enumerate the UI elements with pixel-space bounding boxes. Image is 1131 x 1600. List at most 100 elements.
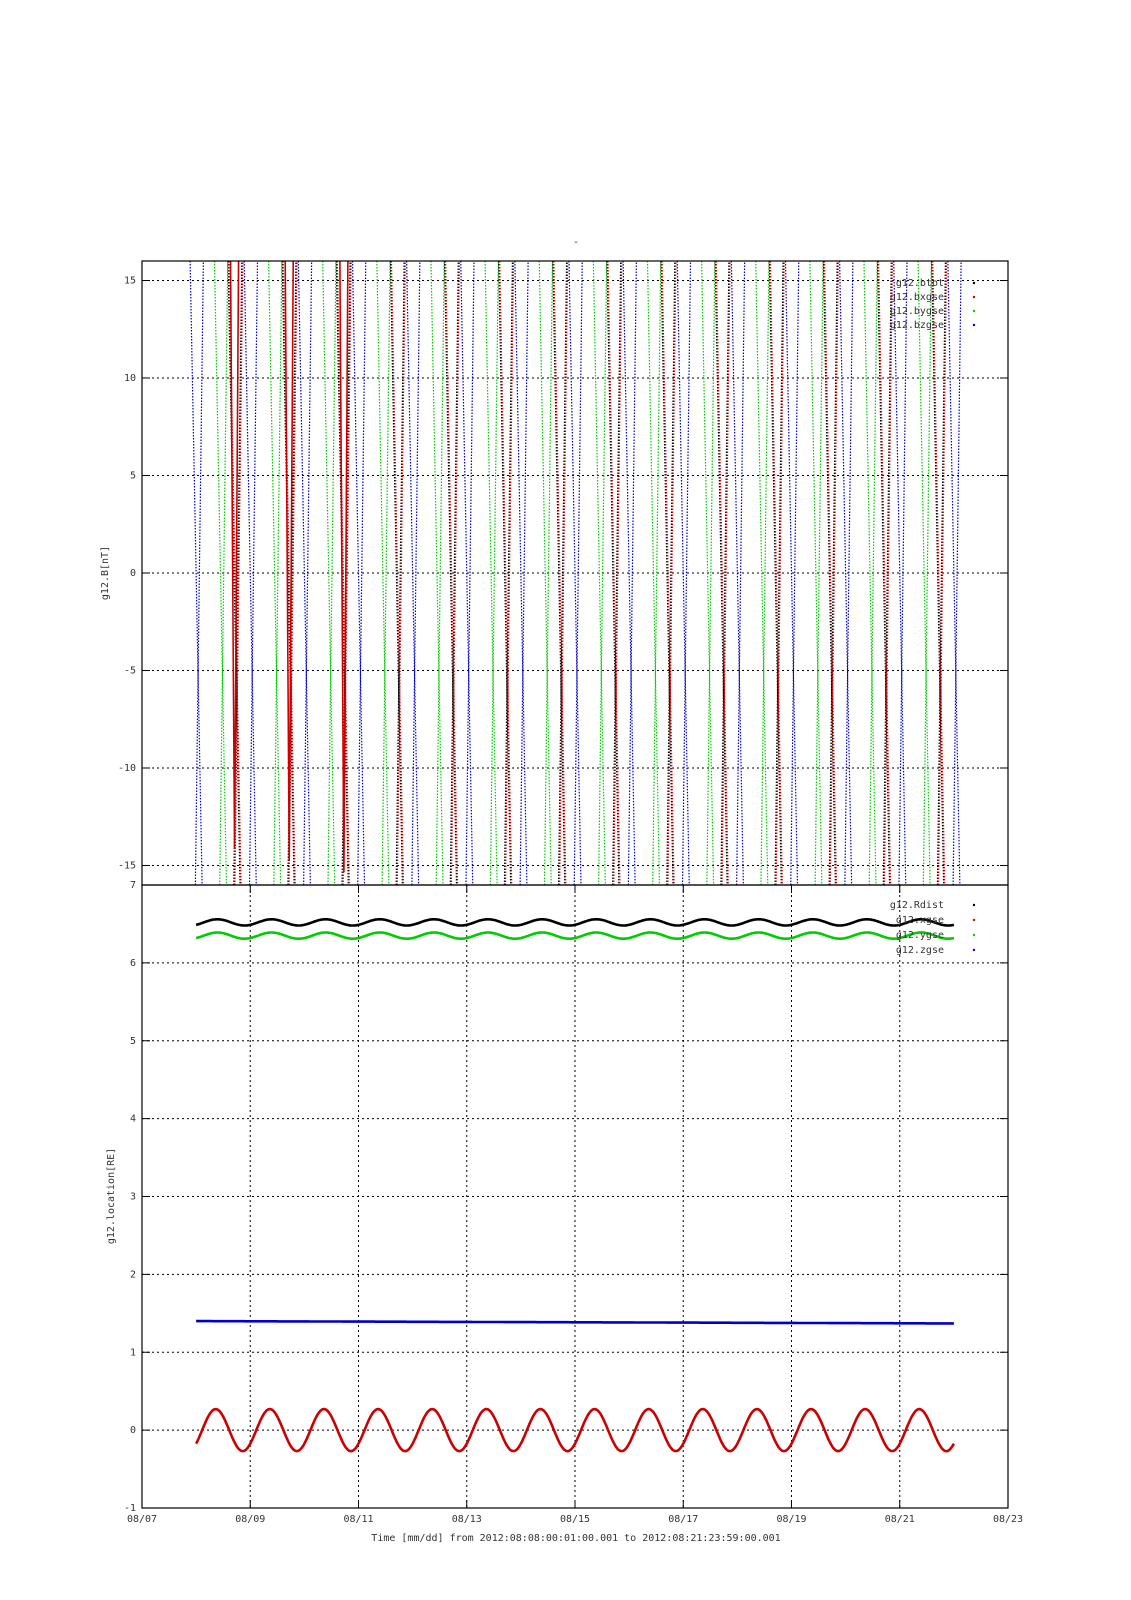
top-series-mark [243,260,257,886]
top-y-tick-label: 15 [124,276,136,287]
top-series-mark [646,260,661,886]
top-y-tick-label: 5 [130,471,136,482]
bottom-series-g12-zgse [196,1319,954,1325]
top-series-mark [768,260,782,886]
top-series-mark [449,260,459,886]
top-series-mark [627,260,637,886]
bottom-x-tick-label: 08/17 [668,1514,698,1525]
top-series-mark [357,260,367,886]
top-y-ticks: 15 10 5 0 -5 -10 -15 [118,276,1008,872]
top-series-mark [248,260,259,886]
top-series-mark [273,260,283,886]
bottom-x-tick-label: 08/19 [776,1514,806,1525]
bottom-legend-label: g12.Rdist [890,900,944,911]
top-series-mark [484,260,498,886]
top-y-tick-label: -5 [124,666,136,677]
top-series-mark [681,260,692,886]
top-bxgse-dip [229,260,240,850]
top-series-mark [736,260,746,886]
top-series-mark [322,260,336,886]
top-series-mark [389,260,403,886]
top-series-mark [769,260,783,886]
top-series-mark [268,260,282,886]
top-series-mark [730,260,744,886]
top-series-mark [598,260,608,886]
top-series-mark [234,260,244,886]
top-series-mark [219,260,229,886]
bottom-y-ticks: 7 6 5 4 3 2 1 0 -1 [124,880,1008,1514]
top-series-mark [828,260,838,886]
top-bxgse-minima [229,260,349,873]
top-series-mark [503,260,514,886]
top-series-mark [932,260,946,886]
top-series-g12-bzgse [189,260,962,886]
top-series-mark [406,260,420,886]
top-series-mark [568,260,582,886]
top-series-mark [390,260,405,886]
top-series-mark [660,260,674,886]
bottom-grid [142,885,1008,1508]
top-series-mark [613,260,623,886]
bottom-legend-swatch [972,948,976,952]
top-series-mark [667,260,677,886]
bottom-x-ticks: 08/07 08/09 08/11 08/13 08/15 08/17 08/19 08/21… [127,885,1023,1525]
top-series-mark [228,260,242,886]
top-legend-swatch [972,323,976,327]
bottom-legend: g12.Rdist g12.xgse g12.ygse g12.zgse [890,900,976,956]
top-series-mark [922,260,932,886]
top-series-mark [877,260,892,886]
top-y-tick-label: 10 [124,373,136,384]
top-series-mark [931,260,945,886]
time-axis-label: Time [mm/dd] from 2012:08:08:00:01:00.00… [371,1533,780,1544]
figure-title: - [573,237,579,248]
top-series-mark [936,260,947,886]
top-series-mark [233,260,243,886]
top-legend-swatch [972,309,976,313]
bottom-x-tick-label: 08/07 [127,1514,157,1525]
top-series-mark [883,260,893,886]
top-series-mark [676,260,690,886]
top-series-mark [411,260,421,886]
top-series-mark [893,260,907,886]
top-series-mark [868,260,878,886]
bottom-legend-label: g12.xgse [896,915,944,926]
bottom-y-tick-label: 7 [130,880,136,891]
top-series-mark [947,260,961,886]
top-series-mark [809,260,823,886]
top-legend-label: g12.bygse [890,306,944,317]
bottom-x-tick-label: 08/21 [885,1514,915,1525]
top-series-mark [573,260,583,886]
bottom-x-tick-label: 08/11 [343,1514,373,1525]
top-series-mark [435,260,445,886]
top-series-mark [715,260,729,886]
top-series-mark [559,260,569,886]
top-series-mark [822,260,836,886]
top-legend-swatch [972,281,976,285]
top-series-mark [553,260,567,886]
top-series-mark [504,260,515,886]
bottom-x-tick-label: 08/09 [235,1514,265,1525]
top-series-mark [606,260,620,886]
top-series-mark [395,260,405,886]
top-series-g12-bxgse [228,260,948,886]
top-series-mark [755,260,769,886]
bottom-legend-label: g12.ygse [896,930,944,941]
bottom-x-tick-label: 08/13 [452,1514,482,1525]
bottom-y-tick-label: 1 [130,1347,136,1358]
top-series-mark [784,260,799,886]
bottom-series-group [194,917,956,1453]
top-series-mark [213,260,228,886]
top-series-mark [898,260,908,886]
top-series-mark [666,260,676,886]
top-grid [142,280,1008,866]
top-series-mark [499,260,513,886]
top-series-mark [444,260,459,886]
top-series-mark [829,260,839,886]
top-series-mark [882,260,892,886]
top-series-mark [714,260,728,886]
top-series-mark [538,260,552,886]
top-y-axis-label: g12.B[nT] [100,546,111,600]
bottom-y-tick-label: 6 [130,958,136,969]
location-panel: 7 6 5 4 3 2 1 0 -1 08/07 08/09 08/11 08/13 08/15 08/1… [106,880,1023,1525]
